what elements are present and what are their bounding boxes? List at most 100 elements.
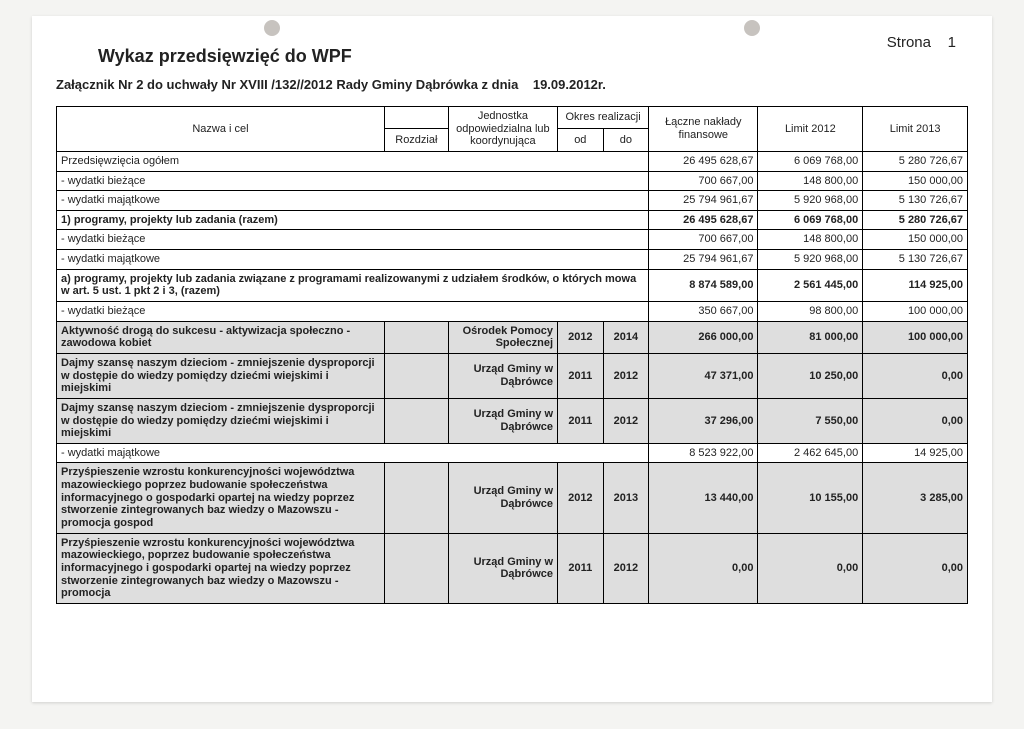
strona-label: Strona <box>887 34 931 51</box>
row-naklady: 0,00 <box>649 533 758 603</box>
table-row: - wydatki majątkowe25 794 961,675 920 96… <box>57 191 968 211</box>
page-number-area: Strona 1 <box>887 34 956 51</box>
subtitle-prefix: Załącznik Nr 2 do uchwały Nr XVIII /132/… <box>56 77 518 92</box>
row-limit2013: 5 130 726,67 <box>863 250 968 270</box>
row-naklady: 47 371,00 <box>649 353 758 398</box>
row-limit2013: 5 280 726,67 <box>863 210 968 230</box>
row-limit2012: 6 069 768,00 <box>758 210 863 230</box>
th-jednostka: Jednostka odpowiedzialna lub koordynując… <box>448 107 557 152</box>
subtitle-date: 19.09.2012r. <box>533 77 606 92</box>
punch-holes <box>32 20 992 36</box>
row-limit2013: 0,00 <box>863 353 968 398</box>
row-label: - wydatki majątkowe <box>57 191 649 211</box>
row-limit2013: 14 925,00 <box>863 443 968 463</box>
th-limit2013: Limit 2013 <box>863 107 968 152</box>
table-row: Przyśpieszenie wzrostu konkurencyjności … <box>57 463 968 533</box>
document-page: Strona 1 Wykaz przedsięwzięć do WPF Załą… <box>32 16 992 702</box>
row-rozdzial <box>384 533 448 603</box>
row-limit2013: 5 280 726,67 <box>863 151 968 171</box>
row-naklady: 13 440,00 <box>649 463 758 533</box>
row-unit: Urząd Gminy w Dąbrówce <box>448 533 557 603</box>
row-limit2012: 5 920 968,00 <box>758 250 863 270</box>
row-limit2013: 100 000,00 <box>863 302 968 322</box>
row-label: Przyśpieszenie wzrostu konkurencyjności … <box>57 463 385 533</box>
row-limit2012: 10 155,00 <box>758 463 863 533</box>
table-header: Nazwa i cel Jednostka odpowiedzialna lub… <box>57 107 968 152</box>
row-label: Przedsięwzięcia ogółem <box>57 151 649 171</box>
row-naklady: 700 667,00 <box>649 171 758 191</box>
table-row: a) programy, projekty lub zadania związa… <box>57 269 968 301</box>
row-naklady: 700 667,00 <box>649 230 758 250</box>
row-naklady: 8 523 922,00 <box>649 443 758 463</box>
th-rozdzial: Rozdział <box>384 129 448 151</box>
row-naklady: 25 794 961,67 <box>649 250 758 270</box>
row-limit2013: 0,00 <box>863 533 968 603</box>
page-subtitle: Załącznik Nr 2 do uchwały Nr XVIII /132/… <box>56 77 968 92</box>
row-label: Dajmy szansę naszym dzieciom - zmniejsze… <box>57 353 385 398</box>
th-okres: Okres realizacji <box>558 107 649 129</box>
table-row: - wydatki majątkowe25 794 961,675 920 96… <box>57 250 968 270</box>
row-label: - wydatki majątkowe <box>57 250 649 270</box>
row-label: 1) programy, projekty lub zadania (razem… <box>57 210 649 230</box>
row-naklady: 25 794 961,67 <box>649 191 758 211</box>
row-limit2013: 3 285,00 <box>863 463 968 533</box>
page-title: Wykaz przedsięwzięć do WPF <box>98 46 968 67</box>
row-label: - wydatki bieżące <box>57 302 649 322</box>
row-od: 2012 <box>558 321 604 353</box>
row-naklady: 37 296,00 <box>649 398 758 443</box>
row-limit2013: 150 000,00 <box>863 230 968 250</box>
row-limit2012: 10 250,00 <box>758 353 863 398</box>
table-row: Przyśpieszenie wzrostu konkurencyjności … <box>57 533 968 603</box>
table-row: Aktywność drogą do sukcesu - aktywizacja… <box>57 321 968 353</box>
row-do: 2012 <box>603 353 649 398</box>
table-row: Dajmy szansę naszym dzieciom - zmniejsze… <box>57 353 968 398</box>
row-do: 2014 <box>603 321 649 353</box>
row-od: 2012 <box>558 463 604 533</box>
table-row: - wydatki majątkowe8 523 922,002 462 645… <box>57 443 968 463</box>
th-do: do <box>603 129 649 151</box>
table-row: Dajmy szansę naszym dzieciom - zmniejsze… <box>57 398 968 443</box>
row-limit2012: 5 920 968,00 <box>758 191 863 211</box>
row-naklady: 26 495 628,67 <box>649 151 758 171</box>
row-limit2013: 0,00 <box>863 398 968 443</box>
row-limit2012: 2 462 645,00 <box>758 443 863 463</box>
row-unit: Urząd Gminy w Dąbrówce <box>448 463 557 533</box>
row-rozdzial <box>384 398 448 443</box>
table-row: - wydatki bieżące700 667,00148 800,00150… <box>57 230 968 250</box>
row-label: - wydatki majątkowe <box>57 443 649 463</box>
row-unit: Urząd Gminy w Dąbrówce <box>448 398 557 443</box>
row-label: Aktywność drogą do sukcesu - aktywizacja… <box>57 321 385 353</box>
row-do: 2013 <box>603 463 649 533</box>
row-limit2013: 150 000,00 <box>863 171 968 191</box>
row-naklady: 350 667,00 <box>649 302 758 322</box>
row-limit2012: 6 069 768,00 <box>758 151 863 171</box>
table-row: 1) programy, projekty lub zadania (razem… <box>57 210 968 230</box>
row-limit2012: 7 550,00 <box>758 398 863 443</box>
row-rozdzial <box>384 353 448 398</box>
row-naklady: 266 000,00 <box>649 321 758 353</box>
row-label: a) programy, projekty lub zadania związa… <box>57 269 649 301</box>
row-limit2012: 148 800,00 <box>758 171 863 191</box>
row-od: 2011 <box>558 533 604 603</box>
page-number: 1 <box>948 34 956 51</box>
row-label: - wydatki bieżące <box>57 171 649 191</box>
row-unit: Ośrodek Pomocy Społecznej <box>448 321 557 353</box>
table-body: Przedsięwzięcia ogółem26 495 628,676 069… <box>57 151 968 603</box>
row-unit: Urząd Gminy w Dąbrówce <box>448 353 557 398</box>
row-label: Dajmy szansę naszym dzieciom - zmniejsze… <box>57 398 385 443</box>
table-row: Przedsięwzięcia ogółem26 495 628,676 069… <box>57 151 968 171</box>
row-limit2012: 98 800,00 <box>758 302 863 322</box>
table-row: - wydatki bieżące350 667,0098 800,00100 … <box>57 302 968 322</box>
row-rozdzial <box>384 463 448 533</box>
row-rozdzial <box>384 321 448 353</box>
table-row: - wydatki bieżące700 667,00148 800,00150… <box>57 171 968 191</box>
row-limit2012: 0,00 <box>758 533 863 603</box>
th-nazwa: Nazwa i cel <box>57 107 385 152</box>
row-limit2013: 5 130 726,67 <box>863 191 968 211</box>
row-label: Przyśpieszenie wzrostu konkurencyjności … <box>57 533 385 603</box>
row-limit2012: 148 800,00 <box>758 230 863 250</box>
row-od: 2011 <box>558 398 604 443</box>
row-do: 2012 <box>603 398 649 443</box>
row-do: 2012 <box>603 533 649 603</box>
row-label: - wydatki bieżące <box>57 230 649 250</box>
